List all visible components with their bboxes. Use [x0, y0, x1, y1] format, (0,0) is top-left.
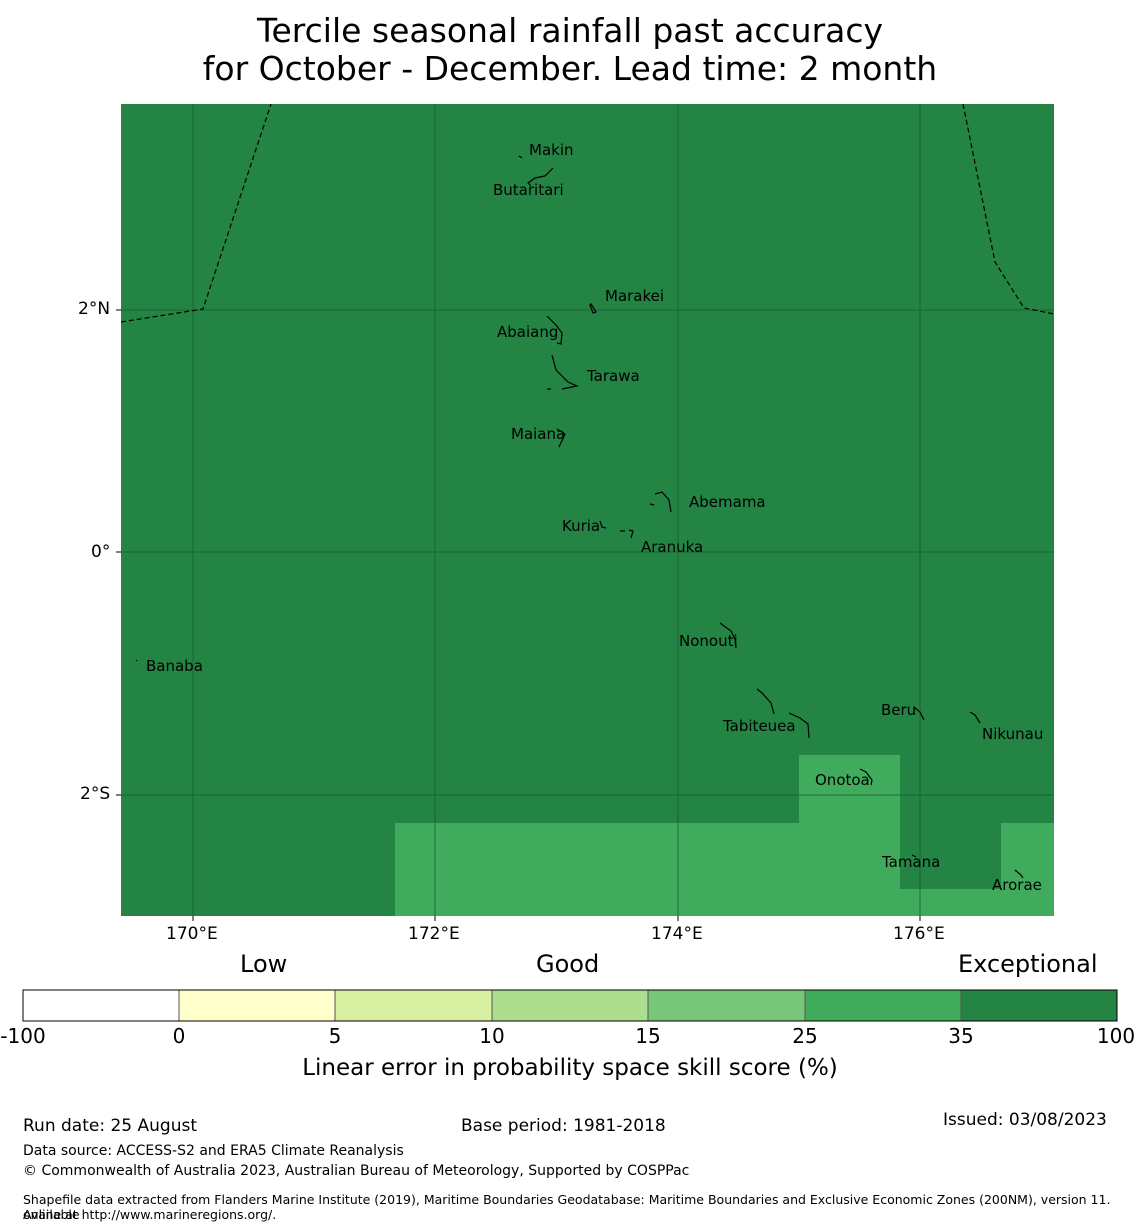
map-title-line1: Tercile seasonal rainfall past accuracy — [256, 11, 884, 50]
island-label-banaba: Banaba — [146, 657, 203, 675]
copyright: © Commonwealth of Australia 2023, Austra… — [23, 1163, 690, 1179]
eez-boundary-west — [120, 103, 272, 323]
island-outline-tamana — [911, 854, 917, 858]
colorbar-category-low: Low — [240, 950, 288, 978]
colorbar-tick-label: 15 — [635, 1024, 661, 1048]
lat-label-0: 0° — [91, 542, 111, 562]
island-label-butaritari: Butaritari — [493, 181, 564, 199]
colorbar-segment-1 — [23, 990, 179, 1021]
island-outline-abemama — [649, 491, 672, 513]
island-label-arorae: Arorae — [992, 876, 1042, 894]
island-outline-nonouti — [719, 622, 737, 649]
colorbar-tick-label: -100 — [0, 1024, 46, 1048]
island-label-nikunau: Nikunau — [982, 725, 1044, 743]
island-label-abemama: Abemama — [689, 493, 766, 511]
island-label-makin: Makin — [529, 141, 574, 159]
colorbar-frame — [22, 989, 1118, 1022]
colorbar-segment-3 — [335, 990, 492, 1021]
island-outline-butaritari — [527, 167, 554, 187]
colorbar-segment-6 — [805, 990, 961, 1021]
island-label-marakei: Marakei — [605, 287, 665, 305]
shapefile-credit-line1: Shapefile data extracted from Flanders M… — [23, 1192, 1111, 1222]
axis-ticks — [116, 309, 921, 921]
colorbar-category-good: Good — [536, 950, 600, 978]
lat-label-2s: 2°S — [80, 784, 111, 804]
colorbar — [22, 989, 1118, 1022]
lat-label-2n: 2°N — [78, 299, 111, 319]
island-label-abaiang: Abaiang — [497, 323, 559, 341]
colorbar-title: Linear error in probability space skill … — [302, 1055, 838, 1081]
colorbar-tick-label: 25 — [792, 1024, 818, 1048]
eez-boundaries — [120, 103, 1055, 323]
island-outline-arorae — [1014, 869, 1024, 879]
colorbar-segment-2 — [179, 990, 335, 1021]
island-outline-makin — [518, 155, 523, 159]
colorbar-category-exceptional: Exceptional — [958, 950, 1098, 978]
island-outline-abaiang — [546, 315, 563, 345]
run-date: Run date: 25 August — [23, 1116, 197, 1136]
colorbar-tick-label: 0 — [172, 1024, 186, 1048]
island-outlines — [135, 155, 1024, 879]
eez-boundary-east — [962, 103, 1055, 315]
island-outline-marakei — [589, 303, 597, 314]
island-outline-beru — [913, 706, 925, 721]
colorbar-segment-5 — [648, 990, 805, 1021]
island-label-tarawa: Tarawa — [587, 367, 640, 385]
colorbar-tick-label: 35 — [948, 1024, 974, 1048]
island-outline-onotoa — [859, 768, 873, 786]
island-outline-nikunau — [969, 711, 981, 724]
island-label-beru: Beru — [881, 701, 917, 719]
island-label-nonouti: Nonouti — [679, 632, 738, 650]
issued-date: Issued: 03/08/2023 — [943, 1110, 1107, 1130]
island-label-tabiteuea: Tabiteuea — [723, 717, 796, 735]
island-label-maiana: Maiana — [511, 425, 566, 443]
colorbar-tick-label: 100 — [1096, 1024, 1136, 1048]
lon-label-170: 170°E — [166, 924, 218, 944]
island-outline-tarawa — [547, 354, 579, 390]
lon-label-174: 174°E — [651, 924, 703, 944]
colorbar-segment-4 — [492, 990, 648, 1021]
lon-label-176: 176°E — [893, 924, 945, 944]
map-title-line2: for October - December. Lead time: 2 mon… — [202, 49, 938, 88]
base-period: Base period: 1981-2018 — [461, 1116, 666, 1136]
colorbar-segment-7 — [961, 990, 1117, 1021]
colorbar-tick-label: 5 — [328, 1024, 342, 1048]
colorbar-tick-label: 10 — [479, 1024, 505, 1048]
island-label-tamana: Tamana — [882, 853, 941, 871]
skill-field-exceptional — [121, 104, 1054, 916]
island-label-aranuka: Aranuka — [641, 538, 704, 556]
island-label-kuria: Kuria — [562, 517, 601, 535]
island-label-onotoa: Onotoa — [815, 771, 870, 789]
island-outline-kuria — [599, 520, 607, 529]
island-outline-tabiteuea — [756, 688, 810, 739]
graticule — [121, 104, 1054, 916]
island-outline-banaba — [135, 659, 138, 662]
island-outline-aranuka — [620, 529, 634, 539]
shapefile-credit-line2: online at http://www.marineregions.org/. — [23, 1207, 277, 1222]
data-source: Data source: ACCESS-S2 and ERA5 Climate … — [23, 1143, 404, 1159]
lon-label-172: 172°E — [408, 924, 460, 944]
island-outline-maiana — [556, 428, 566, 448]
